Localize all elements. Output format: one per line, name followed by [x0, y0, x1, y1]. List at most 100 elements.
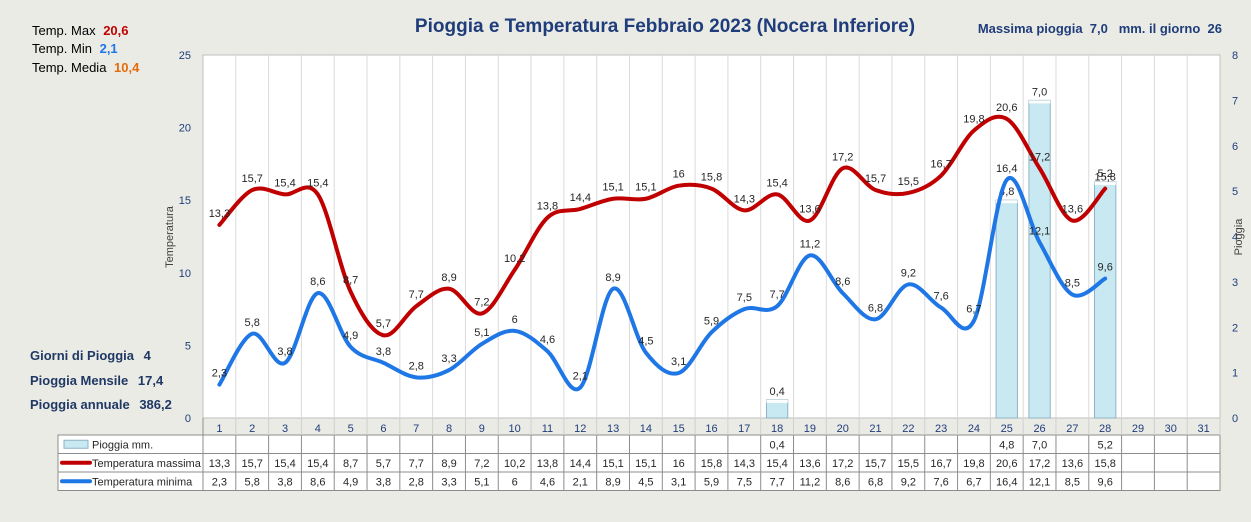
y-tick-label: 5 [185, 340, 191, 352]
series-line-max [217, 114, 1108, 338]
table-cell: 15,4 [274, 458, 295, 470]
table-cell: 4,6 [540, 476, 555, 488]
temp-data-label: 5,7 [376, 318, 391, 330]
temp-data-label: 16,7 [930, 159, 951, 171]
stat-temp-min: Temp. Min 2,1 [32, 41, 118, 56]
stat-value: 17,4 [137, 373, 164, 388]
rain-data-label: 7,0 [1032, 86, 1047, 98]
temp-data-label: 8,9 [605, 272, 620, 284]
temp-data-label: 16,4 [996, 163, 1017, 175]
stat-label: Temp. Min [32, 41, 92, 56]
x-tick-label: 17 [738, 423, 750, 435]
legend-label: Pioggia mm. [92, 439, 153, 451]
x-tick-label: 26 [1033, 423, 1045, 435]
table-cell: 15,7 [241, 458, 262, 470]
x-tick-label: 27 [1066, 423, 1078, 435]
x-tick-label: 11 [542, 423, 553, 435]
stat-rain-annual: Pioggia annuale 386,2 [30, 397, 172, 412]
table-cell: 12,1 [1029, 476, 1050, 488]
legend-label: Temperatura massima [92, 458, 202, 470]
x-tick-label: 8 [446, 423, 452, 435]
temp-data-label: 5,8 [245, 317, 260, 329]
table-cell: 3,8 [277, 476, 292, 488]
x-tick-label: 20 [837, 423, 849, 435]
stat-temp-max: Temp. Max 20,6 [32, 23, 129, 38]
stat-value: 2,1 [99, 41, 118, 56]
rain-bar-highlight [1028, 100, 1051, 104]
y2-tick-label: 7 [1232, 95, 1238, 107]
table-cell: 5,2 [1098, 439, 1113, 451]
chart-title: Pioggia e Temperatura Febbraio 2023 (Noc… [414, 16, 916, 37]
table-cell: 13,6 [1062, 458, 1083, 470]
table-cell: 5,7 [376, 458, 391, 470]
table-cell: 15,1 [602, 458, 623, 470]
stat-value: 10,4 [114, 60, 140, 75]
table-cell: 7,2 [474, 458, 489, 470]
series-line-min [217, 175, 1108, 392]
temp-data-label: 6,8 [868, 302, 883, 314]
y2-axis-title: Pioggia [1233, 218, 1245, 256]
temp-data-label: 5,9 [704, 315, 719, 327]
y-tick-label: 20 [179, 123, 191, 135]
temp-data-label: 11,2 [800, 238, 821, 250]
temp-data-label: 7,5 [737, 292, 752, 304]
table-cell: 2,1 [573, 476, 588, 488]
temp-data-label: 16 [673, 169, 685, 181]
x-tick-label: 30 [1165, 423, 1177, 435]
x-tick-label: 19 [804, 423, 816, 435]
x-tick-label: 22 [902, 423, 914, 435]
temp-data-label: 3,8 [376, 346, 391, 358]
stat-value: 4 [143, 348, 151, 363]
x-tick-label: 18 [771, 423, 783, 435]
temp-data-label: 8,9 [441, 272, 456, 284]
table-cell: 8,9 [605, 476, 620, 488]
temp-data-label: 15,7 [865, 173, 886, 185]
y2-tick-label: 1 [1232, 368, 1238, 380]
temp-data-label: 3,3 [441, 353, 456, 365]
y2-tick-label: 3 [1232, 277, 1238, 289]
x-tick-label: 5 [348, 423, 354, 435]
rain-bar-highlight [996, 200, 1018, 204]
x-tick-label: 21 [869, 423, 881, 435]
table-cell: 5,1 [474, 476, 489, 488]
stat-rain-monthly: Pioggia Mensile 17,4 [30, 373, 163, 388]
x-tick-label: 10 [509, 423, 521, 435]
y2-tick-label: 5 [1232, 186, 1238, 198]
y-tick-label: 0 [185, 413, 191, 425]
table-cell: 19,8 [963, 458, 984, 470]
table-cell: 11,2 [800, 476, 821, 488]
x-tick-label: 1 [216, 423, 222, 435]
table-cell: 6,7 [966, 476, 981, 488]
table-cell: 8,9 [441, 458, 456, 470]
table-cell: 5,8 [245, 476, 260, 488]
y-axis-title: Temperatura [164, 205, 176, 268]
x-tick-label: 25 [1001, 423, 1013, 435]
x-tick-label: 29 [1132, 423, 1144, 435]
x-tick-label: 16 [705, 423, 717, 435]
temp-data-label: 15,7 [241, 173, 262, 185]
y2-tick-label: 0 [1232, 413, 1238, 425]
max-rain-note: Massima pioggia 7,0 mm. il giorno 26 [977, 21, 1222, 36]
rain-data-label: 0,4 [769, 386, 784, 398]
x-tick-label: 31 [1197, 423, 1209, 435]
temp-data-label: 7,6 [933, 291, 948, 303]
table-cell: 2,8 [409, 476, 424, 488]
stat-label: Giorni di Pioggia [30, 348, 134, 363]
table-cell: 15,5 [898, 458, 919, 470]
temp-data-label: 3,1 [671, 356, 686, 368]
table-cell: 6 [512, 476, 518, 488]
table-cell: 3,3 [441, 476, 456, 488]
x-tick-label: 28 [1099, 423, 1111, 435]
x-tick-label: 7 [413, 423, 419, 435]
table-cell: 13,8 [537, 458, 558, 470]
legend-label: Temperatura minima [92, 476, 193, 488]
x-tick-label: 15 [673, 423, 685, 435]
table-cell: 15,8 [701, 458, 722, 470]
y-tick-label: 15 [179, 195, 191, 207]
table-cell: 15,4 [766, 458, 787, 470]
stat-label: Temp. Media [32, 60, 107, 75]
x-tick-label: 2 [249, 423, 255, 435]
temp-data-label: 8,6 [835, 276, 850, 288]
x-tick-label: 9 [479, 423, 485, 435]
table-cell: 4,5 [638, 476, 653, 488]
